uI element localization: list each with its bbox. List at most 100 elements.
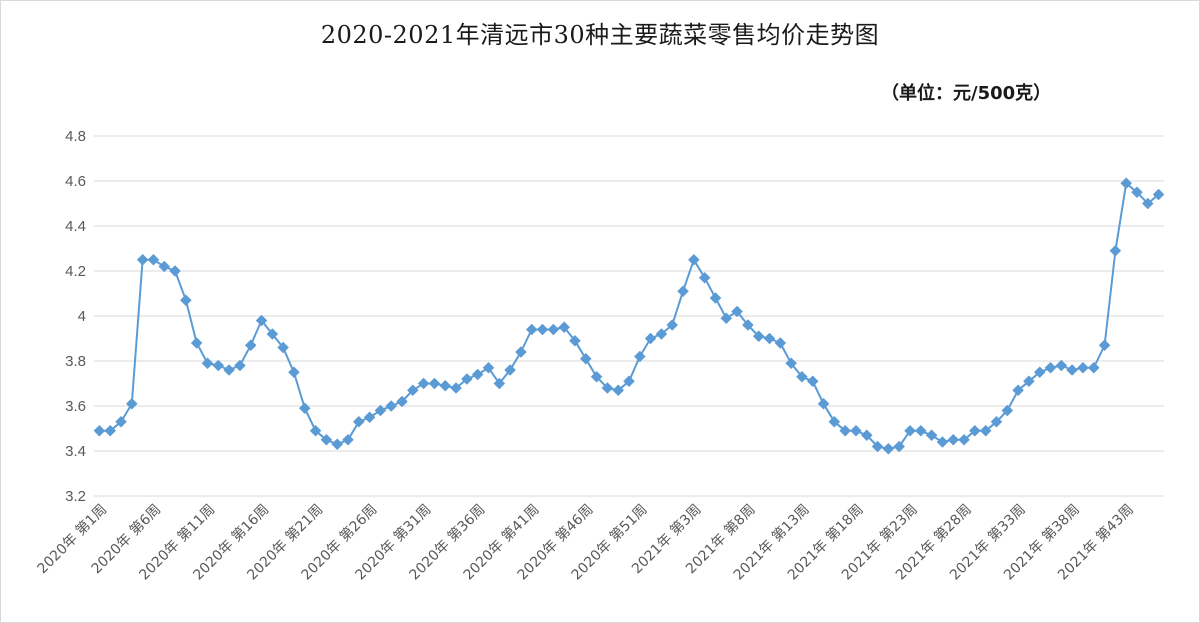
- data-point: [125, 397, 138, 410]
- data-point: [947, 433, 960, 446]
- data-point: [742, 319, 754, 331]
- data-point: [979, 424, 992, 437]
- data-point: [417, 377, 430, 390]
- data-point: [752, 330, 765, 343]
- data-point: [828, 415, 841, 428]
- data-point: [320, 433, 333, 446]
- unit-label: （单位：元/500克）: [881, 83, 1052, 104]
- data-point: [774, 337, 787, 349]
- data-point: [558, 321, 571, 334]
- data-point: [352, 415, 365, 428]
- data-point: [1141, 197, 1154, 210]
- data-point: [212, 359, 225, 372]
- data-point: [1023, 375, 1035, 388]
- chart-title: 2020-2021年清远市30种主要蔬菜零售均价走势图: [320, 21, 880, 49]
- data-point: [547, 323, 560, 336]
- data-point: [1131, 186, 1143, 199]
- y-tick-label: 3.6: [65, 398, 86, 415]
- data-point: [1087, 361, 1100, 374]
- data-point: [309, 424, 322, 437]
- data-point: [201, 357, 214, 370]
- y-tick-label: 3.8: [65, 353, 86, 370]
- data-point: [1109, 244, 1122, 257]
- data-point: [450, 382, 462, 394]
- data-point: [136, 253, 149, 266]
- data-point: [374, 404, 387, 417]
- data-point: [666, 319, 679, 331]
- data-point: [525, 323, 538, 336]
- data-point: [893, 440, 906, 453]
- data-point: [1044, 361, 1057, 374]
- data-point: [1098, 339, 1111, 352]
- data-point: [298, 402, 311, 415]
- data-point: [493, 377, 506, 390]
- data-point: [471, 368, 484, 381]
- data-point: [914, 424, 927, 437]
- data-point: [871, 440, 884, 453]
- data-point: [536, 323, 549, 336]
- data-point: [1055, 359, 1068, 372]
- data-point: [515, 346, 527, 358]
- data-point: [396, 395, 408, 408]
- data-point: [406, 384, 419, 397]
- data-point: [882, 442, 895, 455]
- data-point: [363, 411, 376, 424]
- data-point: [244, 339, 257, 352]
- data-point: [461, 373, 473, 385]
- data-point: [439, 379, 452, 392]
- data-point: [1012, 384, 1024, 397]
- data-point: [180, 294, 192, 307]
- data-point: [169, 265, 181, 277]
- data-point: [1033, 366, 1046, 379]
- y-tick-label: 4.4: [65, 218, 86, 235]
- data-point: [936, 436, 949, 448]
- data-point: [104, 424, 117, 437]
- data-point: [385, 400, 398, 412]
- data-point: [223, 364, 235, 376]
- data-point: [644, 332, 657, 345]
- y-tick-label: 4.6: [65, 173, 86, 190]
- data-point: [234, 359, 246, 372]
- data-point: [115, 415, 127, 428]
- data-point: [817, 397, 830, 410]
- data-point: [806, 375, 819, 388]
- data-point: [569, 334, 581, 347]
- data-point: [763, 332, 776, 345]
- data-point: [277, 341, 289, 354]
- data-point: [623, 375, 635, 388]
- data-point: [482, 361, 495, 374]
- data-point: [990, 415, 1003, 428]
- data-point: [93, 424, 106, 437]
- data-point: [428, 377, 441, 390]
- data-point: [785, 357, 797, 370]
- data-point: [860, 429, 873, 442]
- data-point: [504, 364, 516, 376]
- data-point: [1152, 188, 1165, 201]
- data-point: [698, 271, 711, 284]
- data-point: [850, 424, 862, 437]
- y-tick-label: 4.2: [65, 263, 86, 280]
- data-point: [255, 314, 268, 327]
- y-tick-label: 4.8: [65, 128, 86, 145]
- data-point: [1066, 364, 1078, 376]
- data-point: [1120, 177, 1133, 190]
- data-point: [1001, 404, 1014, 417]
- data-point: [579, 352, 592, 365]
- y-tick-label: 3.4: [65, 443, 86, 460]
- data-point: [266, 328, 279, 340]
- data-point: [796, 370, 808, 383]
- data-point: [904, 424, 916, 437]
- data-point: [677, 285, 689, 298]
- y-tick-label: 4: [78, 308, 86, 325]
- data-point: [331, 438, 344, 451]
- data-point: [147, 253, 160, 266]
- data-point: [925, 429, 938, 442]
- data-point: [969, 424, 981, 437]
- data-point: [590, 370, 603, 383]
- data-point: [158, 260, 171, 273]
- data-point: [288, 366, 300, 379]
- data-point: [1077, 361, 1089, 374]
- data-point: [720, 312, 733, 325]
